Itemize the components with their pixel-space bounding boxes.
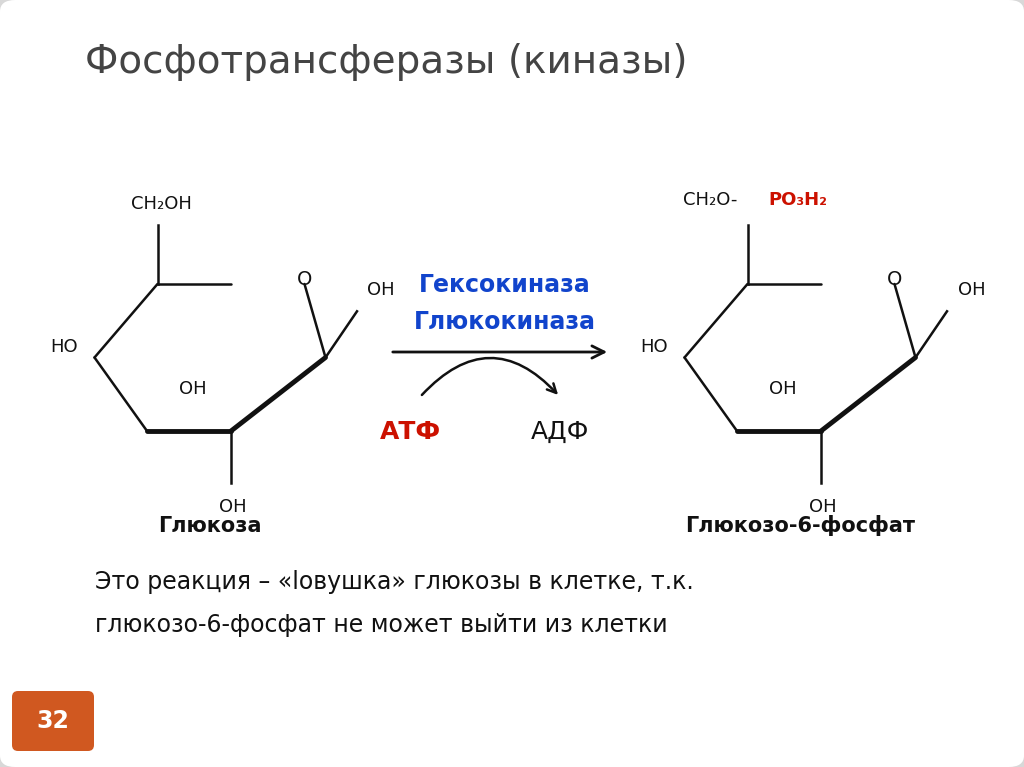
Text: Гексокиназа: Гексокиназа: [419, 273, 591, 297]
Text: OH: OH: [769, 380, 797, 398]
Text: PO₃H₂: PO₃H₂: [768, 191, 827, 209]
Text: Это реакция – «lовушка» глюкозы в клетке, т.к.: Это реакция – «lовушка» глюкозы в клетке…: [95, 570, 693, 594]
Text: Глюкозо-6-фосфат: Глюкозо-6-фосфат: [685, 515, 915, 536]
Text: O: O: [297, 270, 312, 289]
Text: CH₂O-: CH₂O-: [683, 191, 737, 209]
Text: Глюкокиназа: Глюкокиназа: [414, 310, 596, 334]
Text: OH: OH: [957, 281, 985, 299]
Text: глюкозо-6-фосфат не может выйти из клетки: глюкозо-6-фосфат не может выйти из клетк…: [95, 613, 668, 637]
Text: O: O: [887, 270, 902, 289]
FancyArrowPatch shape: [422, 358, 556, 395]
Text: Глюкоза: Глюкоза: [159, 515, 262, 535]
Text: HO: HO: [640, 338, 668, 356]
Text: Фосфотрансферазы (киназы): Фосфотрансферазы (киназы): [85, 43, 687, 81]
Text: АТФ: АТФ: [380, 420, 440, 444]
Text: HO: HO: [50, 338, 78, 356]
Text: OH: OH: [219, 498, 247, 515]
Text: 32: 32: [37, 709, 70, 733]
Text: OH: OH: [179, 380, 207, 398]
Text: OH: OH: [809, 498, 837, 515]
Text: CH₂OH: CH₂OH: [131, 195, 193, 213]
Text: АДФ: АДФ: [530, 420, 589, 444]
Text: OH: OH: [368, 281, 395, 299]
FancyBboxPatch shape: [12, 691, 94, 751]
